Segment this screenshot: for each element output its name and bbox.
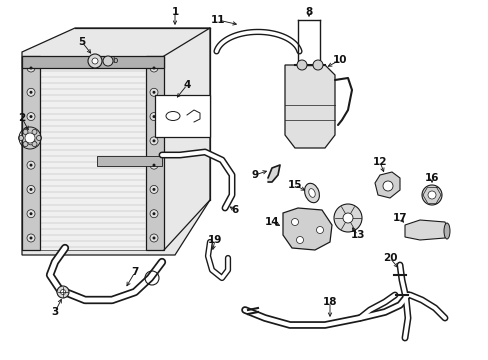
- Polygon shape: [267, 165, 280, 182]
- Circle shape: [29, 139, 32, 142]
- Text: 20: 20: [382, 253, 396, 263]
- Bar: [146, 56, 163, 250]
- Circle shape: [150, 185, 158, 193]
- Text: 14: 14: [264, 217, 279, 227]
- Text: 1: 1: [171, 7, 178, 17]
- Bar: [22, 56, 163, 68]
- Circle shape: [152, 237, 155, 239]
- Circle shape: [152, 164, 155, 167]
- Circle shape: [27, 210, 35, 218]
- Circle shape: [27, 161, 35, 169]
- Text: 9: 9: [251, 170, 258, 180]
- Circle shape: [150, 88, 158, 96]
- Circle shape: [150, 234, 158, 242]
- Circle shape: [312, 60, 323, 70]
- Circle shape: [29, 67, 32, 69]
- Circle shape: [152, 188, 155, 191]
- Text: 11: 11: [210, 15, 225, 25]
- Circle shape: [150, 137, 158, 145]
- Circle shape: [29, 91, 32, 94]
- Circle shape: [421, 185, 441, 205]
- Circle shape: [150, 161, 158, 169]
- Circle shape: [29, 164, 32, 167]
- Circle shape: [150, 210, 158, 218]
- Circle shape: [333, 204, 361, 232]
- Text: 3: 3: [51, 307, 59, 317]
- Circle shape: [92, 58, 98, 64]
- Circle shape: [37, 135, 41, 140]
- Circle shape: [32, 130, 37, 134]
- Circle shape: [103, 56, 113, 66]
- Text: 18: 18: [322, 297, 337, 307]
- Circle shape: [32, 141, 37, 147]
- Text: 10: 10: [332, 55, 346, 65]
- Bar: [22, 56, 40, 250]
- Text: 2: 2: [19, 113, 25, 123]
- Circle shape: [27, 185, 35, 193]
- Polygon shape: [374, 172, 399, 198]
- Text: 5: 5: [78, 37, 85, 47]
- Circle shape: [57, 286, 69, 298]
- Text: b: b: [112, 55, 118, 64]
- Circle shape: [316, 226, 323, 234]
- Circle shape: [29, 115, 32, 118]
- Circle shape: [291, 219, 298, 225]
- Circle shape: [427, 191, 435, 199]
- Circle shape: [296, 237, 303, 243]
- Circle shape: [23, 130, 28, 134]
- Circle shape: [27, 137, 35, 145]
- Circle shape: [152, 67, 155, 69]
- Circle shape: [23, 141, 28, 147]
- Circle shape: [19, 135, 23, 140]
- Bar: [155, 95, 209, 137]
- Circle shape: [61, 289, 65, 294]
- Circle shape: [29, 188, 32, 191]
- Circle shape: [29, 212, 32, 215]
- Circle shape: [152, 115, 155, 118]
- Polygon shape: [404, 220, 447, 240]
- Ellipse shape: [443, 223, 449, 239]
- Circle shape: [382, 181, 392, 191]
- Ellipse shape: [308, 189, 315, 197]
- Bar: [97, 156, 162, 166]
- Bar: [40, 56, 146, 250]
- Polygon shape: [283, 208, 331, 250]
- Text: 15: 15: [287, 180, 302, 190]
- Text: 16: 16: [424, 173, 438, 183]
- Circle shape: [27, 113, 35, 121]
- Circle shape: [27, 64, 35, 72]
- Text: 17: 17: [392, 213, 407, 223]
- Circle shape: [342, 213, 352, 223]
- Circle shape: [296, 60, 306, 70]
- Circle shape: [152, 212, 155, 215]
- Circle shape: [29, 237, 32, 239]
- Polygon shape: [285, 65, 334, 148]
- Text: 13: 13: [350, 230, 365, 240]
- Text: 12: 12: [372, 157, 386, 167]
- Text: 8: 8: [305, 7, 312, 17]
- Circle shape: [152, 91, 155, 94]
- Circle shape: [27, 234, 35, 242]
- Polygon shape: [22, 28, 209, 255]
- Circle shape: [150, 113, 158, 121]
- Circle shape: [88, 54, 102, 68]
- Circle shape: [150, 64, 158, 72]
- Text: 7: 7: [131, 267, 139, 277]
- Text: 6: 6: [231, 205, 238, 215]
- Circle shape: [27, 88, 35, 96]
- Text: 19: 19: [207, 235, 222, 245]
- Circle shape: [152, 139, 155, 142]
- Ellipse shape: [304, 183, 319, 203]
- Text: 4: 4: [183, 80, 190, 90]
- Circle shape: [25, 133, 35, 143]
